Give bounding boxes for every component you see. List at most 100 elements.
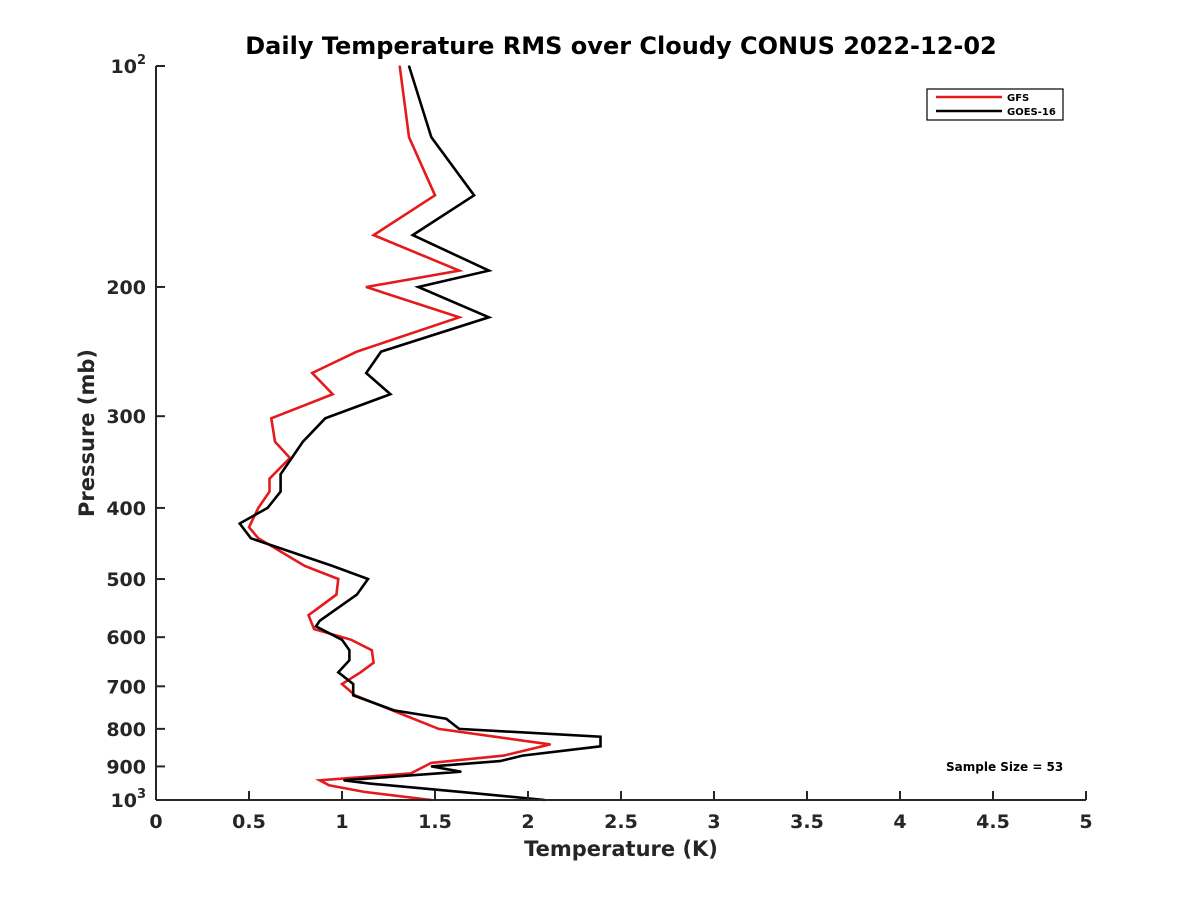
data-point-gfs — [307, 614, 310, 616]
data-point-goes16 — [356, 593, 358, 596]
series-layer — [237, 65, 602, 802]
data-point-gfs — [328, 784, 330, 787]
data-point-goes16 — [279, 490, 282, 493]
legend-box — [926, 88, 1064, 121]
data-point-gfs — [268, 477, 271, 480]
y-axis-label: Pressure (mb) — [75, 349, 99, 517]
data-point-gfs — [304, 565, 306, 567]
data-point-gfs — [350, 639, 353, 641]
data-point-goes16 — [460, 791, 462, 793]
data-point-goes16 — [460, 770, 462, 773]
series-line-gfs — [247, 65, 551, 802]
data-point-goes16 — [521, 754, 524, 757]
data-point-gfs — [257, 507, 260, 509]
data-point-gfs — [331, 393, 334, 396]
data-point-goes16 — [352, 694, 355, 697]
data-point-goes16 — [369, 782, 371, 785]
data-point-goes16 — [408, 65, 410, 67]
data-point-gfs — [268, 490, 271, 493]
y-tick-label: 500 — [106, 569, 146, 591]
data-point-gfs — [248, 526, 250, 528]
data-point-goes16 — [331, 565, 334, 567]
x-tick-label: 3.5 — [790, 811, 824, 833]
data-point-goes16 — [315, 625, 317, 628]
x-axis-label: Temperature (K) — [524, 837, 718, 861]
data-point-goes16 — [337, 671, 340, 674]
data-point-goes16 — [393, 709, 395, 712]
data-point-goes16 — [380, 350, 382, 353]
chart-title: Daily Temperature RMS over Cloudy CONUS … — [245, 32, 997, 60]
x-tick-label: 4.5 — [976, 811, 1010, 833]
data-point-goes16 — [238, 522, 241, 525]
data-point-gfs — [311, 372, 314, 374]
data-point-goes16 — [324, 417, 327, 420]
y-tick-label-base: 10 — [111, 790, 137, 812]
data-point-gfs — [430, 762, 433, 764]
x-tick-label: 0.5 — [232, 811, 266, 833]
sample-size-annotation: Sample Size = 53 — [946, 760, 1063, 774]
data-point-gfs — [503, 754, 505, 757]
data-point-gfs — [365, 286, 368, 288]
y-tick-label: 700 — [106, 676, 146, 698]
data-point-gfs — [371, 649, 373, 651]
data-point-gfs — [410, 772, 412, 775]
data-point-gfs — [458, 316, 461, 319]
data-point-goes16 — [341, 639, 343, 641]
data-point-gfs — [458, 269, 461, 272]
y-tick-label-base: 10 — [111, 56, 137, 78]
y-tick-label: 200 — [106, 277, 146, 299]
data-point-goes16 — [488, 269, 490, 272]
data-point-goes16 — [430, 765, 433, 768]
data-point-goes16 — [488, 316, 490, 319]
y-tick-label: 900 — [106, 756, 146, 778]
data-point-goes16 — [266, 507, 269, 509]
y-tick-label-exponent: 3 — [137, 787, 146, 802]
data-point-goes16 — [318, 620, 321, 622]
data-point-goes16 — [250, 537, 252, 540]
x-tick-label: 1 — [335, 811, 348, 833]
y-tick-label: 600 — [106, 627, 146, 649]
data-point-gfs — [270, 417, 273, 420]
y-tick-label: 103 — [111, 787, 147, 812]
data-point-gfs — [335, 593, 338, 596]
x-tick-label: 5 — [1079, 811, 1092, 833]
legend-label-goes16: GOES-16 — [1007, 107, 1056, 118]
data-point-gfs — [372, 234, 375, 236]
data-point-goes16 — [352, 683, 355, 685]
x-tick-label: 3 — [707, 811, 720, 833]
legend-label-gfs: GFS — [1007, 93, 1029, 104]
data-point-gfs — [356, 350, 358, 353]
y-tick-label: 102 — [111, 53, 147, 78]
y-tick-label: 400 — [106, 498, 146, 520]
data-point-goes16 — [348, 649, 351, 651]
data-point-goes16 — [365, 372, 368, 374]
y-tick-label: 300 — [106, 406, 146, 428]
data-point-gfs — [398, 65, 401, 67]
x-axis-ticks: 0 0.5 1 1.5 2 2.5 3 3.5 4 4.5 5 — [149, 791, 1093, 833]
x-tick-label: 1.5 — [418, 811, 452, 833]
data-point-goes16 — [348, 659, 351, 661]
x-tick-label: 0 — [149, 811, 162, 833]
data-point-gfs — [408, 136, 410, 138]
data-point-goes16 — [599, 745, 602, 748]
data-point-goes16 — [458, 728, 461, 730]
data-point-goes16 — [499, 760, 501, 762]
data-point-goes16 — [430, 136, 433, 138]
legend: GFS GOES-16 — [926, 88, 1064, 121]
data-point-gfs — [313, 628, 315, 630]
data-point-goes16 — [302, 440, 304, 443]
data-point-gfs — [549, 743, 552, 746]
data-point-goes16 — [343, 779, 345, 782]
data-point-goes16 — [473, 194, 475, 197]
x-tick-label: 2.5 — [604, 811, 638, 833]
data-point-goes16 — [411, 234, 414, 236]
data-point-gfs — [359, 671, 362, 674]
y-tick-label: 800 — [106, 719, 146, 741]
data-point-gfs — [434, 194, 436, 197]
data-point-gfs — [437, 728, 440, 730]
data-point-goes16 — [389, 393, 392, 396]
data-point-gfs — [257, 537, 260, 540]
data-point-goes16 — [599, 735, 602, 738]
data-point-gfs — [372, 661, 375, 664]
